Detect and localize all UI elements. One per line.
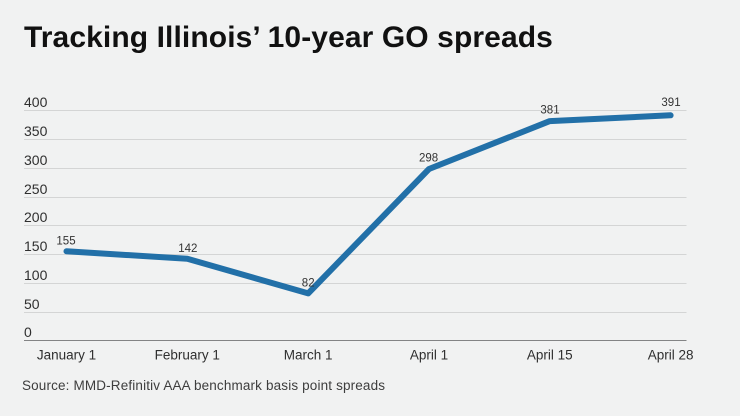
svg-text:391: 391: [661, 97, 680, 109]
svg-text:82: 82: [302, 278, 315, 290]
svg-text:April 28: April 28: [648, 348, 694, 363]
svg-text:January 1: January 1: [37, 348, 96, 363]
svg-text:150: 150: [24, 238, 48, 254]
svg-text:February 1: February 1: [155, 348, 220, 363]
svg-text:100: 100: [24, 267, 48, 283]
svg-text:142: 142: [178, 243, 197, 255]
svg-text:April 1: April 1: [410, 348, 448, 363]
svg-text:Source: MMD-Refinitiv AAA benc: Source: MMD-Refinitiv AAA benchmark basi…: [22, 378, 385, 393]
svg-text:350: 350: [24, 123, 48, 139]
svg-text:250: 250: [24, 181, 48, 197]
svg-text:155: 155: [56, 235, 75, 247]
svg-text:March 1: March 1: [284, 348, 333, 363]
svg-text:0: 0: [24, 324, 32, 340]
svg-text:April 15: April 15: [527, 348, 573, 363]
svg-text:400: 400: [24, 94, 48, 110]
svg-text:298: 298: [419, 153, 438, 165]
svg-text:200: 200: [24, 209, 48, 225]
svg-text:50: 50: [24, 296, 40, 312]
svg-text:381: 381: [540, 104, 559, 116]
svg-text:300: 300: [24, 152, 48, 168]
